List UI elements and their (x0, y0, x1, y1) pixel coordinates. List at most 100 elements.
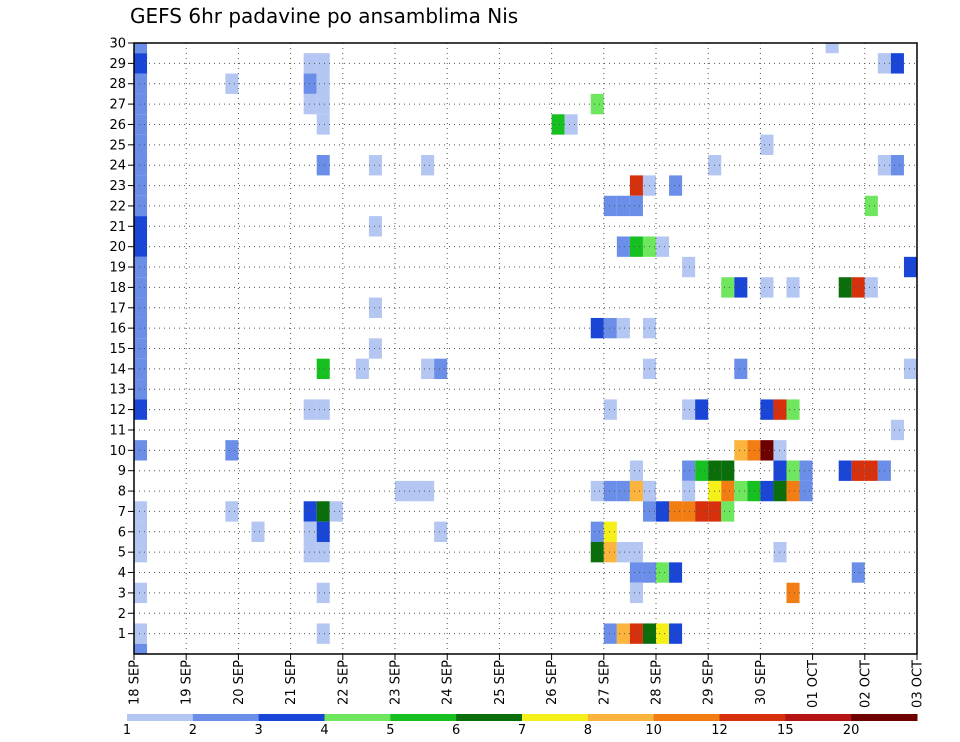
heat-cell (316, 399, 330, 420)
heat-cell (134, 521, 148, 542)
color-legend: 1 2 3 4 5 6 7 8 10 12 15 20 (123, 714, 918, 738)
heat-cell (721, 460, 735, 481)
heat-cell (134, 93, 148, 115)
y-tick-label: 13 (109, 383, 126, 398)
y-tick-label: 30 (109, 37, 126, 52)
heat-cell (629, 480, 643, 502)
heat-cell (134, 155, 148, 176)
heat-cell (434, 521, 448, 542)
y-tick-label: 23 (109, 179, 126, 194)
heat-cell (134, 623, 148, 644)
x-tick-label: 23 SEP (389, 660, 404, 705)
y-tick-label: 2 (118, 607, 126, 622)
heat-cell (303, 53, 317, 74)
y-tick-label: 3 (118, 586, 126, 601)
heat-cell (355, 358, 369, 380)
heat-cell (368, 297, 382, 318)
heat-cell (134, 43, 148, 54)
heat-cell (864, 277, 878, 298)
heat-cell (682, 256, 696, 278)
heat-cell (669, 562, 683, 583)
heat-cell (669, 175, 683, 196)
heat-cell (682, 399, 696, 420)
heat-cell (760, 480, 774, 502)
heat-cell (316, 623, 330, 644)
grid-layer (134, 43, 917, 654)
heat-cell (747, 480, 761, 502)
heat-cell (760, 134, 774, 156)
cells-layer (134, 43, 917, 654)
heat-cell (316, 501, 330, 522)
heat-cell (786, 582, 800, 604)
heat-cell (721, 480, 735, 502)
heat-cell (303, 501, 317, 522)
heat-cell (903, 256, 917, 278)
y-tick-label: 29 (109, 57, 126, 72)
legend-swatch (192, 714, 260, 721)
heat-cell (760, 277, 774, 298)
heat-cell (786, 460, 800, 481)
x-tick-label: 29 SEP (702, 660, 717, 705)
y-tick-label: 4 (118, 566, 126, 581)
heat-cell (590, 317, 604, 339)
y-tick-label: 25 (109, 138, 126, 153)
heat-cell (564, 114, 578, 135)
heat-cell (134, 643, 148, 654)
heat-cell (747, 440, 761, 461)
legend-swatch (456, 714, 523, 721)
legend-swatch (324, 714, 391, 721)
heat-cell (851, 277, 865, 298)
heat-cell (251, 521, 265, 542)
x-tick-label: 27 SEP (597, 660, 612, 705)
heat-cell (734, 480, 748, 502)
x-tick-label: 19 SEP (180, 660, 195, 705)
heat-cell (603, 195, 617, 217)
heat-cell (225, 73, 239, 94)
heat-cell (551, 114, 565, 135)
heat-cell (656, 562, 670, 583)
legend-label: 2 (189, 723, 197, 738)
y-tick-label: 18 (109, 281, 126, 296)
heat-cell (838, 277, 852, 298)
x-tick-label: 20 SEP (232, 660, 247, 705)
heat-cell (134, 277, 148, 298)
heat-cell (134, 216, 148, 237)
heat-cell (134, 134, 148, 156)
heat-cell (303, 541, 317, 563)
y-tick-label: 8 (118, 485, 126, 500)
heat-cell (695, 460, 709, 481)
heat-cell (629, 236, 643, 257)
heat-cell (316, 53, 330, 74)
legend-swatch (127, 714, 194, 721)
heat-cell (316, 73, 330, 94)
heat-cell (851, 562, 865, 583)
heat-cell (134, 236, 148, 257)
heat-cell (825, 43, 839, 54)
heat-cell (134, 256, 148, 278)
heat-cell (616, 623, 630, 644)
legend-swatch (390, 714, 457, 721)
heat-cell (786, 399, 800, 420)
heat-cell (890, 53, 904, 74)
y-tick-label: 28 (109, 77, 126, 92)
y-tick-label: 7 (118, 505, 126, 520)
heat-cell (616, 480, 630, 502)
heat-cell (629, 541, 643, 563)
heat-cell (134, 338, 148, 359)
y-tick-label: 9 (118, 464, 126, 479)
legend-swatch (785, 714, 852, 721)
x-tick-label: 28 SEP (650, 660, 665, 705)
legend-swatch (653, 714, 720, 721)
y-tick-label: 21 (109, 220, 126, 235)
heat-cell (225, 440, 239, 461)
heat-cell (734, 358, 748, 380)
heat-cell (134, 541, 148, 563)
legend-label: 20 (843, 723, 860, 738)
heat-cell (421, 480, 435, 502)
heat-cell (669, 623, 683, 644)
y-tick-label: 22 (109, 199, 126, 214)
heat-cell (629, 582, 643, 604)
heat-cell (316, 582, 330, 604)
heat-cell (590, 541, 604, 563)
legend-label: 10 (645, 723, 662, 738)
